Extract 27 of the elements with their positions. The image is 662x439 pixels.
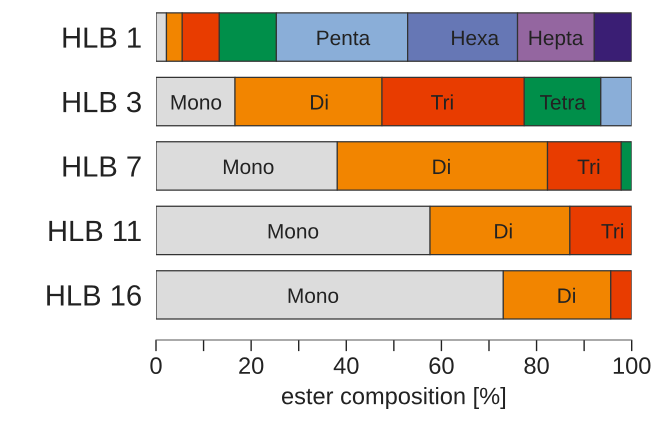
y-tick-label: HLB 16: [47, 285, 141, 306]
x-tick-label: 20: [239, 357, 264, 374]
annotation: Hexa: [452, 30, 500, 46]
annotation: Tri: [431, 94, 453, 110]
annotation: Mono: [268, 224, 318, 239]
annotation: Mono: [224, 160, 274, 174]
annotation: Tri: [601, 223, 624, 238]
annotation: Di: [311, 94, 328, 110]
annotation: Di: [433, 158, 450, 174]
annotation: Mono: [288, 288, 338, 304]
annotation: Mono: [172, 95, 222, 110]
annotation: Di: [495, 223, 512, 238]
annotation: Hepta: [530, 30, 584, 50]
x-tick-label: 40: [334, 357, 358, 374]
x-tick-label: 60: [429, 357, 454, 374]
y-tick-label: HLB 1: [63, 28, 141, 48]
y-tick-label: HLB 7: [63, 156, 141, 177]
annotation: Di: [558, 288, 575, 303]
y-tick-label: HLB 11: [49, 220, 141, 241]
x-tick-label: 100: [614, 357, 650, 374]
annotation: Tri: [578, 158, 600, 174]
y-tick-label: HLB 3: [63, 92, 141, 112]
x-axis-title: ester composition [%]: [282, 387, 506, 410]
x-tick-label: 0: [150, 357, 162, 374]
annotation: Tetra: [540, 95, 586, 110]
annotation: Penta: [317, 30, 370, 46]
x-tick-label: 80: [524, 357, 549, 374]
